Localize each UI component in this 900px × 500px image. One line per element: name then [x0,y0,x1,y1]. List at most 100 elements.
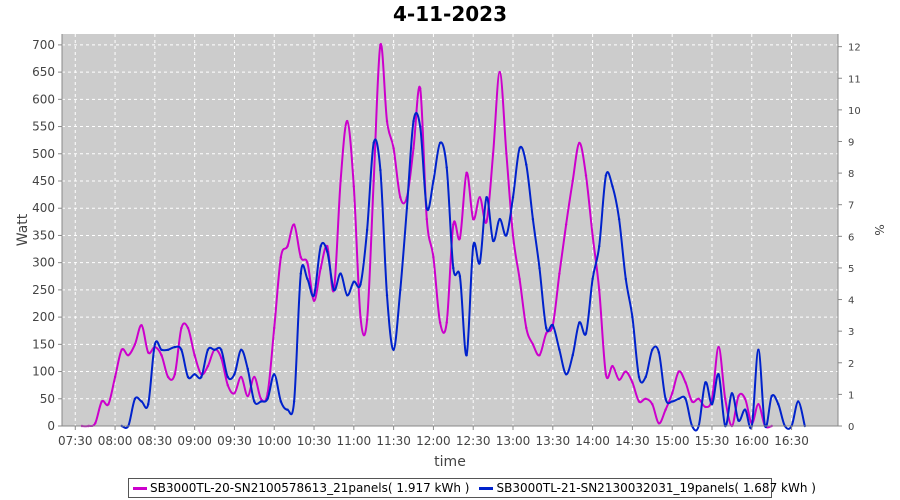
data-point-series-1 [651,403,654,406]
y-tick-label: 650 [32,65,55,79]
data-point-series-1 [385,119,389,123]
data-point-series-2 [651,348,654,351]
data-point-series-2 [319,245,322,248]
data-point-series-2 [591,277,594,281]
data-point-series-2 [757,348,760,351]
x-tick-label: 07:30 [58,434,93,448]
data-point-series-1 [147,351,150,354]
data-point-series-2 [193,373,196,376]
y2-tick-label: 2 [848,359,854,370]
data-point-series-1 [160,354,163,357]
data-point-series-2 [326,250,329,253]
data-point-series-1 [677,370,680,373]
data-point-series-1 [690,400,694,403]
data-point-series-1 [140,324,143,327]
data-point-series-1 [399,196,402,199]
data-point-series-2 [259,400,263,403]
data-point-series-2 [239,348,243,351]
data-point-series-1 [505,152,508,155]
data-point-series-2 [306,277,309,281]
data-point-series-2 [352,280,355,283]
data-point-series-2 [578,321,581,324]
data-point-series-2 [770,394,773,398]
data-point-series-2 [452,266,455,270]
data-point-series-1 [186,326,190,330]
data-point-series-2 [684,397,687,400]
data-point-series-2 [279,400,283,403]
data-point-series-2 [611,185,614,188]
y2-tick-label: 9 [848,137,854,148]
data-point-series-2 [160,348,163,351]
y-tick-label: 0 [47,419,55,433]
y-tick-label: 700 [32,38,55,52]
data-point-series-1 [684,381,687,384]
data-point-series-2 [425,207,428,210]
x-tick-label: 12:00 [416,434,451,448]
data-point-series-2 [299,272,302,275]
chart-title: 4-11-2023 [392,2,507,26]
data-point-series-1 [598,288,601,292]
data-point-series-2 [445,166,448,169]
data-point-series-1 [365,318,369,321]
data-point-series-2 [372,141,375,145]
data-point-series-1 [425,217,428,221]
x-tick-label: 10:00 [257,434,292,448]
data-point-series-2 [133,397,137,400]
x-tick-label: 15:00 [655,434,690,448]
data-point-series-1 [564,223,568,226]
data-point-series-1 [511,234,515,237]
x-tick-label: 11:30 [376,434,411,448]
data-point-series-1 [299,256,302,259]
legend-swatch-series-2 [479,486,494,490]
y-tick-label: 200 [32,310,55,324]
data-point-series-2 [419,125,422,128]
x-tick-label: 10:30 [297,434,332,448]
data-point-series-2 [458,275,462,278]
data-point-series-2 [405,207,409,210]
data-point-series-1 [472,217,475,221]
x-tick-label: 16:00 [734,434,769,448]
data-point-series-1 [412,147,415,150]
data-point-series-2 [624,277,627,281]
data-point-series-1 [743,397,747,400]
data-point-series-1 [631,381,634,384]
data-point-series-2 [491,239,495,243]
data-point-series-2 [478,261,481,264]
data-point-series-2 [525,163,528,166]
data-point-series-2 [233,373,236,376]
data-point-series-1 [717,345,720,349]
data-point-series-2 [346,294,349,297]
data-point-series-2 [584,332,588,335]
data-point-series-1 [173,373,176,376]
y2-tick-label: 0 [848,422,854,433]
data-point-series-1 [578,141,581,145]
data-point-series-2 [365,228,369,232]
data-point-series-2 [617,217,621,221]
data-point-series-1 [120,348,123,351]
data-point-series-2 [465,354,468,357]
data-point-series-1 [485,220,488,223]
data-point-series-2 [485,196,488,199]
y2-tick-label: 7 [848,201,854,212]
data-point-series-2 [777,403,780,406]
data-point-series-2 [551,324,554,327]
data-point-series-2 [359,283,362,286]
data-point-series-2 [604,174,608,177]
chart-legend: SB3000TL-20-SN2100578613_21panels( 1.917… [128,478,816,498]
data-point-series-1 [273,326,276,330]
data-point-series-2 [253,400,256,403]
data-point-series-2 [631,315,634,319]
data-point-series-1 [558,272,561,275]
data-point-series-1 [491,152,495,155]
data-point-series-2 [664,397,667,400]
data-point-series-2 [213,348,216,351]
data-point-series-2 [644,375,647,379]
data-point-series-1 [545,332,548,335]
data-point-series-2 [153,343,157,346]
data-point-series-2 [166,348,170,351]
data-point-series-1 [724,397,727,400]
data-point-series-2 [292,400,296,403]
data-point-series-2 [797,400,800,403]
data-point-series-1 [226,384,229,387]
data-point-series-1 [644,397,647,400]
